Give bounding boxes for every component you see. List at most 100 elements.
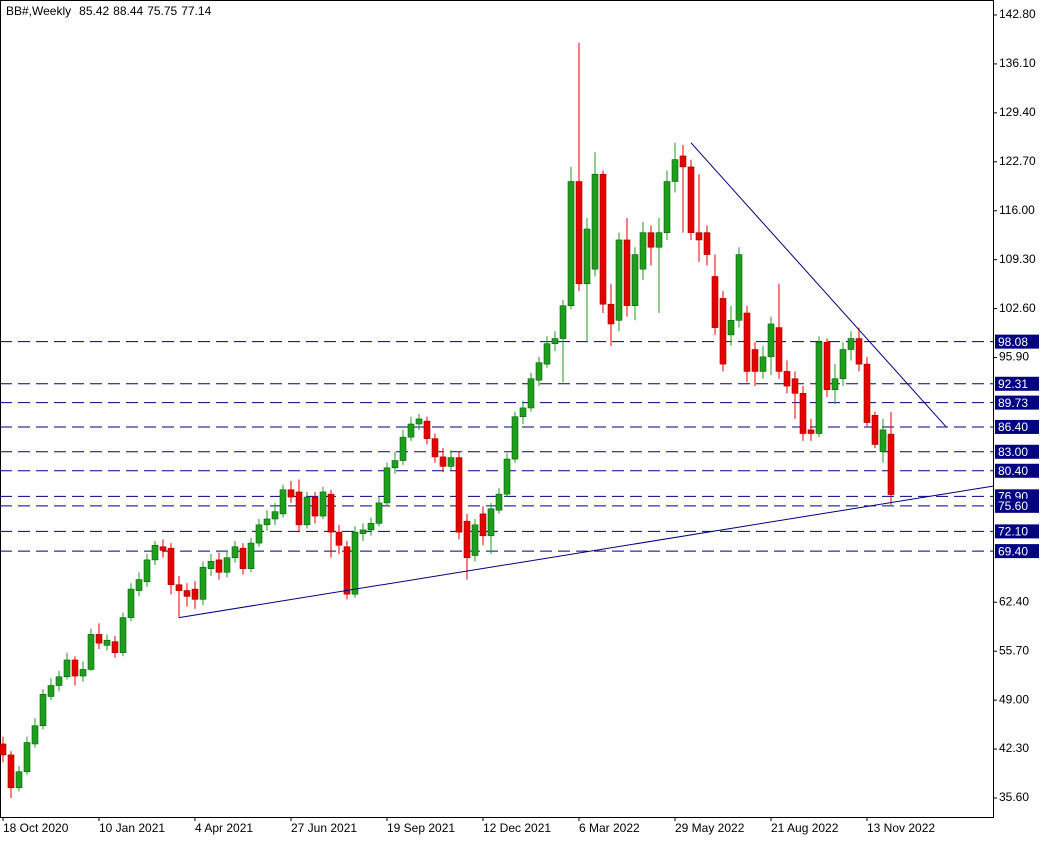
- candle-body: [655, 232, 663, 248]
- candle-body: [311, 496, 319, 517]
- last-low: 75.75: [147, 4, 177, 18]
- candle-body: [783, 371, 791, 387]
- candle-body: [703, 232, 711, 255]
- candle-body: [351, 531, 359, 595]
- x-tick-label: 18 Oct 2020: [3, 821, 69, 835]
- x-tick-label: 13 Nov 2022: [867, 821, 935, 835]
- x-tick-label: 27 Jun 2021: [291, 821, 357, 835]
- candle-body: [327, 493, 335, 533]
- level-label-box: [995, 498, 1039, 513]
- y-tick-label: 136.10: [999, 56, 1036, 70]
- candle-body: [247, 542, 255, 569]
- level-label: 69.40: [998, 544, 1028, 558]
- candle-body: [39, 693, 47, 726]
- candle-body: [199, 566, 207, 600]
- candle-body: [559, 305, 567, 339]
- candle-body: [863, 363, 871, 423]
- candle-body: [823, 341, 831, 390]
- last-open: 85.42: [79, 4, 109, 18]
- candle-body: [143, 559, 151, 583]
- candle-body: [95, 634, 103, 644]
- candle-body: [263, 518, 271, 526]
- candle-body: [319, 491, 327, 517]
- candle-body: [127, 588, 135, 618]
- x-tick-label: 10 Jan 2021: [99, 821, 165, 835]
- candle-body: [215, 559, 223, 573]
- candle-body: [231, 546, 239, 558]
- level-label: 83.00: [998, 445, 1028, 459]
- candle-body: [599, 173, 607, 305]
- candle-body: [239, 547, 247, 569]
- candle-body: [671, 159, 679, 182]
- candle-body: [519, 407, 527, 418]
- candle-body: [775, 327, 783, 372]
- candle-body: [431, 438, 439, 458]
- candle-body: [111, 641, 119, 653]
- level-label-box: [995, 376, 1039, 391]
- candle-body: [503, 458, 511, 495]
- candle-body: [759, 356, 767, 372]
- candle-body: [487, 508, 495, 537]
- candle-body: [695, 232, 703, 241]
- candle-body: [583, 228, 591, 285]
- candle-body: [463, 520, 471, 558]
- candle-body: [831, 378, 839, 390]
- candle-body: [375, 502, 383, 524]
- trendline: [178, 485, 994, 619]
- level-label-box: [995, 463, 1039, 478]
- x-tick-label: 29 May 2022: [675, 821, 745, 835]
- y-tick-label: 142.80: [999, 7, 1036, 21]
- level-label-box: [995, 419, 1039, 434]
- candle-body: [63, 659, 71, 678]
- candle-body: [79, 669, 87, 677]
- candle-body: [391, 460, 399, 469]
- candle-body: [119, 617, 127, 653]
- candle-body: [223, 557, 231, 573]
- candle-body: [719, 298, 727, 365]
- candle-body: [279, 489, 287, 515]
- candle-body: [383, 467, 391, 504]
- candle-body: [399, 436, 407, 461]
- level-label: 89.73: [998, 396, 1028, 410]
- x-tick-label: 4 Apr 2021: [195, 821, 253, 835]
- candle-body: [135, 579, 143, 591]
- candle-body: [271, 511, 279, 520]
- candle-body: [367, 523, 375, 531]
- candle-body: [303, 496, 311, 526]
- candle-body: [471, 524, 479, 556]
- candle-body: [343, 546, 351, 595]
- y-tick-label: 35.60: [999, 790, 1029, 804]
- candle-body: [511, 416, 519, 460]
- candle-body: [167, 547, 175, 586]
- candle-body: [183, 590, 191, 597]
- candle-body: [295, 491, 303, 526]
- candle-body: [359, 529, 367, 534]
- candle-body: [591, 173, 599, 270]
- candle-body: [527, 378, 535, 409]
- candle-body: [879, 429, 887, 453]
- candle-body: [791, 378, 799, 394]
- x-tick-label: 19 Sep 2021: [387, 821, 455, 835]
- level-label: 92.31: [998, 377, 1028, 391]
- candle-body: [887, 433, 895, 495]
- y-tick-label: 55.70: [999, 643, 1029, 657]
- candle-body: [23, 742, 31, 773]
- candle-body: [535, 362, 543, 381]
- trendline: [690, 142, 947, 428]
- candle-body: [71, 659, 79, 677]
- candle-body: [663, 181, 671, 233]
- candle-body: [407, 423, 415, 438]
- candle-body: [631, 254, 639, 306]
- candle-body: [47, 685, 55, 697]
- candle-body: [847, 338, 855, 350]
- level-label: 80.40: [998, 464, 1028, 478]
- candle-body: [103, 639, 111, 646]
- candle-body: [735, 254, 743, 321]
- candle-body: [255, 524, 263, 544]
- candle-body: [687, 166, 695, 233]
- candle-body: [767, 323, 775, 358]
- y-tick-label: 109.30: [999, 252, 1036, 266]
- candle-body: [159, 546, 167, 551]
- candle-body: [639, 232, 647, 270]
